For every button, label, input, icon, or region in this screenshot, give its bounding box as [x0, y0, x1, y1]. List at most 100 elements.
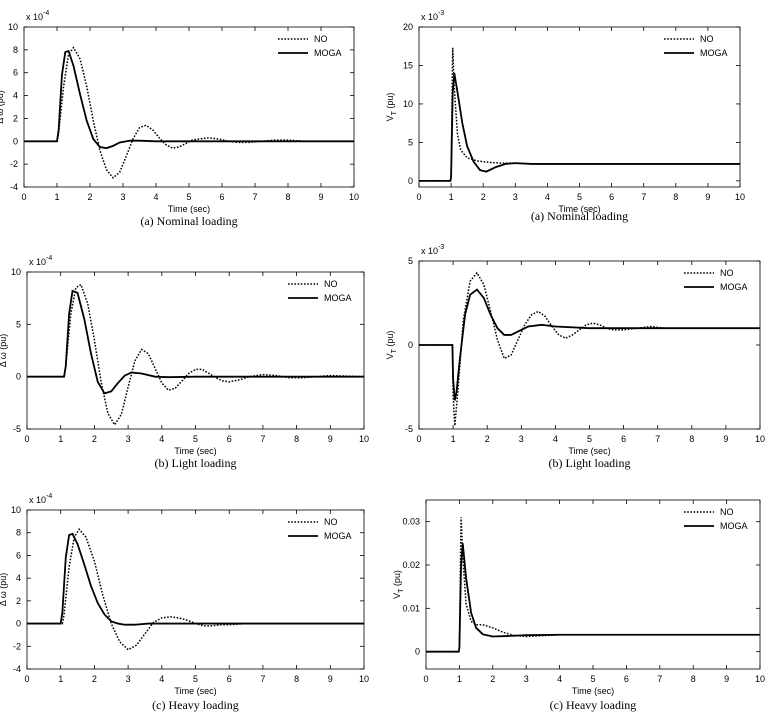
x-tick-label: 4	[153, 192, 158, 202]
x-tick-label: 5	[193, 674, 198, 684]
x-tick-label: 10	[755, 674, 765, 684]
y-axis-title: VT (pu)	[385, 93, 398, 122]
x-tick-label: 3	[120, 192, 125, 202]
panel-caption: (a) Nominal loading	[531, 209, 628, 223]
x-tick-label: 0	[21, 192, 26, 202]
y-tick-label: 8	[13, 45, 18, 55]
exponent-label: x 10-3	[421, 244, 444, 256]
x-tick-label: 9	[328, 434, 333, 444]
x-tick-label: 6	[624, 674, 629, 684]
y-tick-label: 2	[13, 113, 18, 123]
x-tick-label: 9	[705, 192, 710, 202]
y-axis-subscript: T	[391, 110, 398, 115]
x-tick-label: 7	[260, 434, 265, 444]
y-tick-label: -4	[10, 182, 18, 192]
x-tick-label: 5	[590, 674, 595, 684]
x-tick-label: 4	[557, 674, 562, 684]
legend-label-moga: MOGA	[720, 282, 748, 292]
y-axis-title: Δ ω (pu)	[0, 573, 8, 607]
panel-caption: (a) Nominal loading	[140, 214, 237, 228]
x-tick-label: 7	[260, 674, 265, 684]
x-tick-label: 0	[24, 434, 29, 444]
y-tick-label: 0	[16, 372, 21, 382]
exponent-base: x 10	[421, 246, 438, 256]
legend-label-moga: MOGA	[314, 48, 342, 58]
y-tick-label: 10	[11, 267, 21, 277]
y-tick-label: -5	[405, 424, 413, 434]
x-tick-label: 7	[252, 192, 257, 202]
legend-label-no: NO	[700, 34, 714, 44]
y-tick-label: 0	[16, 619, 21, 629]
x-axis-title: Time (sec)	[558, 204, 600, 214]
x-tick-label: 6	[621, 434, 626, 444]
y-axis-symbol: Δ ω (pu)	[0, 573, 8, 607]
x-tick-label: 0	[423, 674, 428, 684]
panel-caption: (c) Heavy loading	[152, 698, 239, 712]
x-tick-label: 10	[349, 192, 359, 202]
x-tick-label: 3	[513, 192, 518, 202]
y-tick-label: -5	[13, 424, 21, 434]
y-axis-title: VT (pu)	[385, 331, 398, 360]
x-tick-label: 10	[735, 192, 745, 202]
x-tick-label: 5	[186, 192, 191, 202]
legend-label-moga: MOGA	[324, 531, 352, 541]
x-tick-label: 2	[92, 674, 97, 684]
x-tick-label: 7	[655, 434, 660, 444]
x-tick-label: 8	[294, 674, 299, 684]
legend-label-moga: MOGA	[324, 293, 352, 303]
y-tick-label: 2	[16, 596, 21, 606]
y-axis-symbol: V	[385, 353, 395, 359]
y-axis-unit: (pu)	[385, 331, 395, 350]
exponent-base: x 10	[29, 257, 46, 267]
y-tick-label: 10	[403, 99, 413, 109]
y-axis-symbol: Δ ω (pu)	[0, 90, 5, 124]
x-tick-label: 9	[723, 434, 728, 444]
legend-label-no: NO	[324, 279, 338, 289]
x-tick-label: 9	[328, 674, 333, 684]
y-tick-label: -2	[13, 641, 21, 651]
x-tick-label: 6	[227, 434, 232, 444]
x-tick-label: 10	[359, 434, 369, 444]
x-tick-label: 6	[219, 192, 224, 202]
y-axis-symbol: V	[385, 115, 395, 121]
y-tick-label: 15	[403, 60, 413, 70]
y-tick-label: 10	[8, 22, 18, 32]
exponent-base: x 10	[421, 12, 438, 22]
y-tick-label: 0	[13, 136, 18, 146]
legend-label-no: NO	[720, 268, 734, 278]
x-tick-label: 3	[126, 434, 131, 444]
x-tick-label: 8	[689, 434, 694, 444]
y-tick-label: -4	[13, 664, 21, 674]
exponent-power: -3	[438, 10, 444, 17]
series-line-moga	[27, 532, 364, 626]
x-tick-label: 8	[285, 192, 290, 202]
y-tick-label: 4	[13, 91, 18, 101]
x-tick-label: 8	[673, 192, 678, 202]
x-tick-label: 8	[691, 674, 696, 684]
x-tick-label: 1	[449, 192, 454, 202]
x-tick-label: 1	[451, 434, 456, 444]
legend-label-moga: MOGA	[720, 521, 748, 531]
y-tick-label: 0	[415, 647, 420, 657]
legend-label-no: NO	[720, 507, 734, 517]
x-tick-label: 2	[481, 192, 486, 202]
chart-panel-6: 0 1 2 3 4 5 6 7 8 9 10 0 0.01 0.02 0.03 Time (sec) VT (p…	[392, 499, 765, 712]
x-tick-label: 3	[126, 674, 131, 684]
series-line-moga	[419, 288, 760, 401]
x-tick-label: 2	[485, 434, 490, 444]
exponent-base: x 10	[26, 12, 43, 22]
series-line-moga	[27, 289, 364, 395]
y-axis-symbol: V	[392, 593, 402, 599]
y-tick-label: 0	[408, 340, 413, 350]
x-tick-label: 3	[519, 434, 524, 444]
x-tick-label: 5	[193, 434, 198, 444]
x-tick-label: 4	[545, 192, 550, 202]
y-tick-label: 0.02	[402, 560, 420, 570]
series-line-moga	[24, 49, 354, 150]
x-tick-label: 6	[609, 192, 614, 202]
exponent-power: -3	[438, 244, 444, 251]
x-tick-label: 8	[294, 434, 299, 444]
